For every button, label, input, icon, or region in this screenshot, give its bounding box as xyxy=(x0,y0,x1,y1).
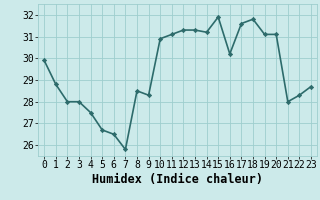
X-axis label: Humidex (Indice chaleur): Humidex (Indice chaleur) xyxy=(92,173,263,186)
